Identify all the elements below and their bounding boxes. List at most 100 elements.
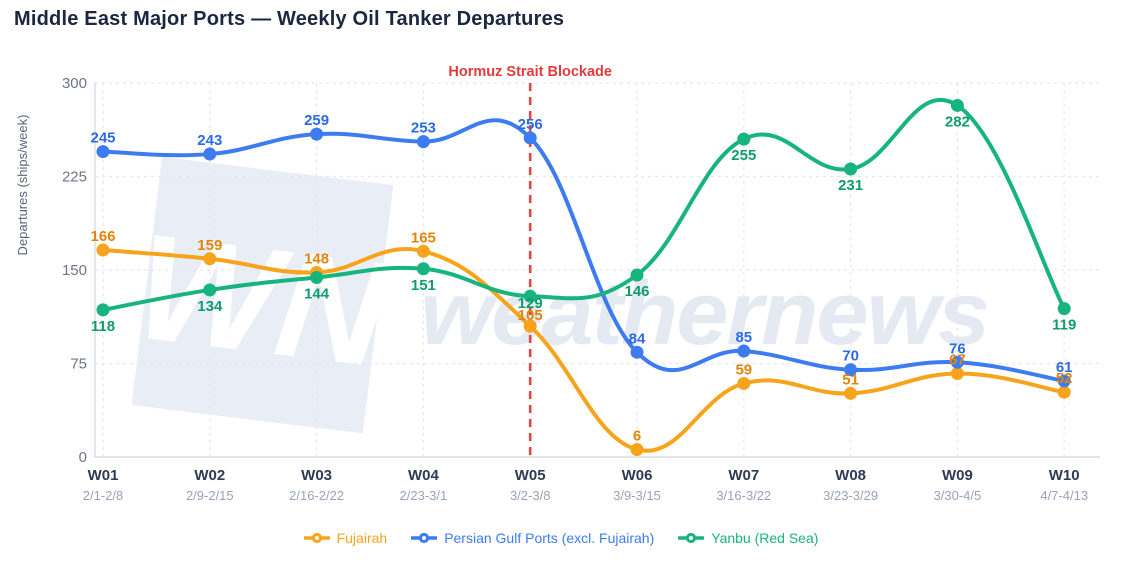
x-date-label: 2/16-2/22: [289, 488, 344, 503]
x-date-label: 3/23-3/29: [823, 488, 878, 503]
data-point-label: 146: [624, 283, 649, 300]
data-point: [950, 366, 964, 380]
data-point-label: 119: [1052, 317, 1076, 334]
data-point: [523, 131, 537, 145]
data-point: [950, 98, 964, 112]
data-point-label: 151: [411, 277, 436, 294]
x-week-label: W09: [942, 467, 973, 484]
data-point-label: 70: [842, 348, 859, 365]
data-point: [96, 145, 110, 159]
data-point-label: 59: [735, 361, 752, 378]
x-week-label: W07: [728, 467, 759, 484]
data-point-label: 282: [945, 113, 970, 130]
data-point: [630, 268, 644, 282]
y-tick-label: 75: [70, 356, 87, 373]
x-date-label: 4/7-4/13: [1040, 488, 1088, 503]
x-date-label: 2/23-3/1: [400, 488, 448, 503]
legend-item-persian-gulf-ports-excl-fujairah[interactable]: Persian Gulf Ports (excl. Fujairah): [411, 530, 654, 546]
x-week-label: W06: [622, 467, 653, 484]
data-point-label: 134: [197, 298, 223, 315]
x-date-label: 3/16-3/22: [716, 488, 771, 503]
chart-legend: Fujairah Persian Gulf Ports (excl. Fujair…: [0, 530, 1122, 546]
x-week-label: W03: [301, 467, 332, 484]
legend-marker-icon: [303, 532, 330, 544]
data-point: [737, 132, 751, 146]
y-tick-label: 150: [62, 262, 87, 279]
data-point: [630, 443, 644, 457]
x-date-label: 2/1-2/8: [83, 488, 123, 503]
data-point: [203, 283, 217, 297]
data-point: [203, 252, 217, 266]
watermark-logo-letters: WN: [127, 201, 398, 399]
legend-item-fujairah[interactable]: Fujairah: [303, 530, 388, 546]
data-point-label: 129: [518, 295, 543, 312]
series-line: [101, 247, 1067, 453]
data-point: [203, 147, 217, 161]
legend-label: Persian Gulf Ports (excl. Fujairah): [444, 530, 655, 546]
data-point: [950, 355, 964, 369]
watermark: WN weathernews: [127, 156, 990, 434]
x-date-label: 3/2-3/8: [510, 488, 550, 503]
data-point: [523, 319, 537, 333]
data-point-label: 144: [304, 285, 330, 302]
data-point-label: 243: [197, 132, 222, 149]
data-point-label: 105: [518, 307, 543, 324]
x-week-label: W04: [408, 467, 440, 484]
y-tick-label: 225: [62, 169, 87, 186]
data-point-label: 76: [949, 340, 966, 357]
data-point-label: 253: [411, 120, 436, 137]
data-point: [523, 289, 537, 303]
x-week-label: W02: [194, 467, 225, 484]
legend-label: Yanbu (Red Sea): [711, 530, 819, 546]
data-point: [416, 135, 430, 149]
x-week-label: W08: [835, 467, 866, 484]
data-point-label: 245: [90, 130, 115, 147]
x-week-label: W05: [515, 467, 546, 484]
x-date-label: 2/9-2/15: [186, 488, 234, 503]
data-point: [96, 303, 110, 317]
data-point: [844, 363, 858, 377]
data-point-label: 84: [629, 330, 646, 347]
data-point-label: 85: [735, 329, 752, 346]
legend-item-yanbu-red-sea[interactable]: Yanbu (Red Sea): [678, 530, 818, 546]
x-week-label: W01: [88, 467, 119, 484]
data-point-label: 61: [1056, 359, 1073, 376]
data-point-label: 159: [197, 237, 222, 254]
watermark-brand-text: weathernews: [420, 264, 988, 364]
data-point-label: 259: [304, 112, 329, 129]
data-point-label: 148: [304, 250, 329, 267]
data-point: [844, 386, 858, 400]
data-point: [96, 243, 110, 257]
page-title: Middle East Major Ports — Weekly Oil Tan…: [14, 8, 565, 30]
legend-label: Fujairah: [336, 530, 388, 546]
x-week-label: W10: [1049, 467, 1080, 484]
data-point: [1057, 302, 1071, 316]
annotation-label: Hormuz Strait Blockade: [448, 64, 612, 80]
data-point-label: 118: [91, 318, 115, 335]
y-tick-label: 300: [62, 75, 87, 92]
data-point-label: 165: [411, 229, 436, 246]
data-point-label: 231: [838, 177, 863, 194]
data-point: [630, 345, 644, 359]
data-point: [310, 270, 324, 284]
legend-marker-icon: [678, 532, 705, 544]
data-point: [1057, 385, 1071, 399]
x-date-label: 3/9-3/15: [613, 488, 661, 503]
data-point-label: 51: [842, 371, 859, 388]
data-point: [416, 262, 430, 276]
data-point-label: 6: [633, 428, 641, 445]
data-point-label: 166: [90, 228, 115, 245]
series-line: [101, 118, 1067, 383]
data-point-label: 52: [1056, 370, 1073, 387]
data-point: [1057, 374, 1071, 388]
data-point: [310, 127, 324, 141]
legend-marker-icon: [411, 532, 438, 544]
data-point: [416, 244, 430, 258]
data-point-label: 67: [949, 351, 966, 368]
data-point-label: 255: [731, 147, 756, 164]
watermark-logo-shape: [131, 156, 394, 434]
data-point-label: 256: [518, 116, 543, 133]
y-tick-label: 0: [79, 449, 87, 466]
y-axis-title: Departures (ships/week): [15, 115, 30, 256]
